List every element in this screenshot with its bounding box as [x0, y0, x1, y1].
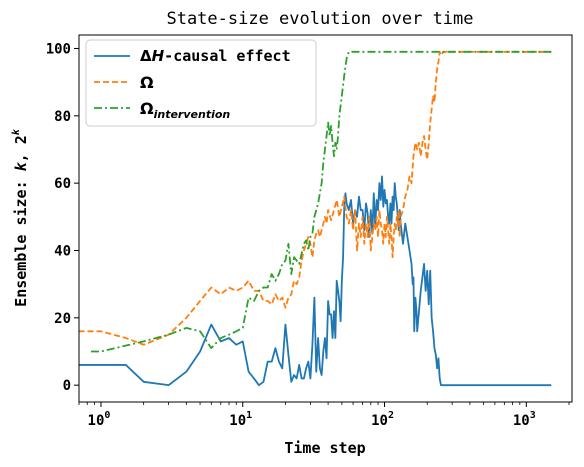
y-tick-label: 0: [63, 378, 71, 394]
y-tick-label: 40: [54, 243, 71, 259]
y-tick-label: 20: [54, 311, 71, 327]
plot-area: [79, 50, 552, 387]
y-axis-label: Ensemble size: k, 2k: [11, 128, 30, 307]
legend-box: [85, 39, 317, 127]
y-tick-label: 80: [54, 109, 71, 125]
series-line-omega-intervention: [90, 50, 552, 353]
x-axis-label: Time step: [284, 439, 365, 457]
x-tick-label: 103: [513, 410, 536, 429]
legend-label-omega: Ω: [140, 73, 154, 92]
plot-frame: [78, 34, 573, 403]
axes: 0 20 40 60 80 100 100 101 102 103: [46, 41, 570, 429]
series-line-omega: [79, 50, 552, 346]
x-tick-label: 101: [229, 410, 252, 429]
series-line-causal-effect: [79, 175, 552, 387]
chart-title: State-size evolution over time: [166, 9, 473, 29]
y-tick-label: 60: [54, 176, 71, 192]
x-tick-label: 100: [88, 410, 111, 429]
y-tick-label: 100: [46, 41, 71, 57]
legend: ΔH-causal effect Ω Ωintervention: [85, 39, 317, 127]
x-tick-label: 102: [371, 410, 394, 429]
legend-label-causal: ΔH-causal effect: [140, 47, 291, 65]
